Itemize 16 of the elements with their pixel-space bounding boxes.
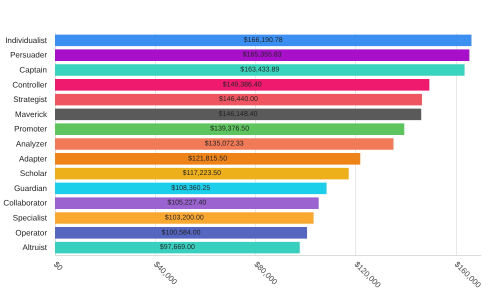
y-tick-label: Adapter	[18, 154, 48, 164]
y-tick-label: Scholar	[20, 169, 48, 178]
y-tick-label: Controller	[12, 80, 48, 90]
y-tick-label: Persuader	[10, 50, 48, 60]
y-tick-label: Maverick	[14, 110, 48, 119]
y-tick-label: Captain	[19, 66, 47, 74]
y-tick-label: Individualist	[5, 36, 48, 45]
y-tick-label: Strategist	[13, 95, 48, 104]
y-tick-label: Specialist	[12, 214, 48, 222]
x-tick-label: $0	[52, 260, 65, 273]
y-tick-label: Promoter	[14, 124, 48, 134]
y-tick-label: Collaborator	[3, 198, 48, 208]
y-tick-label: Altruist	[22, 243, 48, 252]
y-tick-label: Guardian	[14, 184, 47, 193]
y-tick-label: Analyzer	[16, 140, 48, 148]
y-tick-label: Operator	[15, 228, 48, 238]
